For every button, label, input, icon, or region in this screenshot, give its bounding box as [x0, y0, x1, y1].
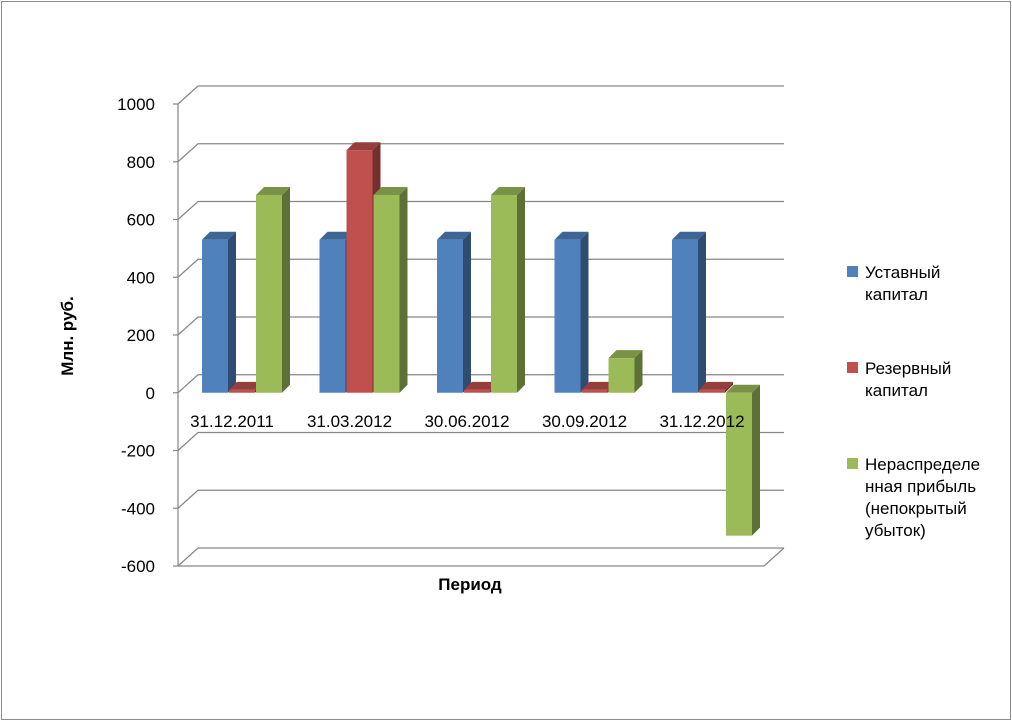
y-tick-label: 800 — [127, 153, 155, 172]
x-tick-label: 30.09.2012 — [542, 412, 627, 431]
bar-side — [463, 231, 471, 393]
bar-front — [726, 392, 752, 536]
bar — [672, 231, 706, 393]
bar — [202, 231, 236, 393]
legend-item: Нераспределе нная прибыль (непокрытый убыто… — [847, 455, 980, 540]
bar-side — [752, 384, 760, 536]
legend-swatch — [847, 362, 858, 373]
y-tick-label: 0 — [146, 384, 155, 403]
bar-top — [373, 186, 408, 195]
bar-top — [726, 384, 760, 393]
x-axis-label: Период — [438, 575, 502, 594]
legend-label: Резервный — [865, 359, 951, 378]
y-tick-label: -600 — [121, 557, 155, 576]
bar-front — [437, 239, 463, 393]
gridline — [177, 143, 784, 163]
bar — [491, 186, 525, 393]
bar-front — [346, 150, 373, 393]
bar-top — [699, 381, 733, 390]
bar-front — [464, 389, 490, 393]
floor-edge — [178, 547, 785, 567]
bar-side — [725, 381, 733, 393]
legend-label: (непокрытый — [865, 499, 967, 518]
gridline — [177, 547, 784, 567]
legend: Уставный капитал Резервный капитал Нераспред… — [847, 263, 980, 540]
y-axis-ticks: 1000 800 600 400 200 0 -200 -400 -600 — [117, 95, 155, 576]
bar-front — [319, 239, 346, 393]
gridline — [177, 258, 784, 278]
bar-front — [256, 194, 282, 393]
bar-front — [229, 389, 255, 393]
bar-front — [373, 194, 400, 393]
bar-side — [228, 231, 236, 393]
x-tick-label: 30.06.2012 — [424, 412, 509, 431]
bar-front — [554, 239, 581, 393]
bar — [726, 384, 760, 536]
bar-front — [608, 358, 635, 393]
bar-front — [672, 239, 698, 393]
bar-top — [672, 231, 706, 240]
y-tick-label: -200 — [121, 442, 155, 461]
x-tick-label: 31.12.2012 — [659, 412, 744, 431]
bar-top — [346, 142, 381, 151]
bar-top — [319, 231, 354, 240]
legend-label: капитал — [865, 381, 928, 400]
y-tick-label: 1000 — [117, 95, 155, 114]
bar — [256, 186, 290, 393]
bar — [373, 186, 408, 393]
y-tick-label: 400 — [127, 268, 155, 287]
bar-top — [464, 381, 498, 390]
gridline — [177, 85, 784, 105]
bar-side — [634, 350, 643, 393]
bar-front — [699, 389, 725, 393]
bar-side — [399, 186, 408, 393]
legend-label: Нераспределе — [865, 455, 980, 474]
legend-label: капитал — [865, 285, 928, 304]
gridline — [177, 374, 784, 394]
bar-top — [229, 381, 263, 390]
gridlines — [173, 85, 785, 567]
x-axis-ticks: 31.12.2011 31.03.2012 30.06.2012 30.09.2012… — [190, 412, 744, 431]
bar-side — [517, 186, 525, 393]
bar-side — [580, 231, 589, 393]
bar-top — [581, 381, 616, 390]
bars — [202, 142, 760, 536]
bar-side — [282, 186, 290, 393]
gridline — [177, 200, 784, 220]
bar-front — [491, 194, 517, 393]
legend-swatch — [847, 266, 858, 277]
bar — [554, 231, 589, 393]
bar — [437, 231, 471, 393]
x-tick-label: 31.12.2011 — [190, 412, 274, 431]
gridline — [177, 316, 784, 336]
bar-front — [202, 239, 228, 393]
y-axis-label: Млн. руб. — [58, 296, 77, 376]
y-tick-label: 200 — [127, 326, 155, 345]
bar-top — [202, 231, 236, 240]
gridline — [177, 431, 784, 451]
legend-label: Уставный — [865, 263, 940, 282]
y-tick-label: -400 — [121, 499, 155, 518]
x-tick-label: 31.03.2012 — [307, 412, 392, 431]
bar — [608, 350, 643, 393]
bar-top — [256, 186, 290, 195]
legend-label: нная прибыль — [865, 477, 976, 496]
y-tick-label: 600 — [127, 211, 155, 230]
bar-top — [437, 231, 471, 240]
bar-side — [698, 231, 706, 393]
bar-top — [608, 350, 643, 359]
legend-item: Уставный капитал — [847, 263, 940, 304]
gridline — [177, 489, 784, 509]
legend-label: убыток) — [865, 521, 926, 540]
bar-top — [554, 231, 589, 240]
legend-item: Резервный капитал — [847, 359, 951, 400]
bar — [699, 381, 733, 393]
bar-front — [581, 389, 608, 393]
legend-swatch — [847, 458, 858, 469]
bar-top — [491, 186, 525, 195]
